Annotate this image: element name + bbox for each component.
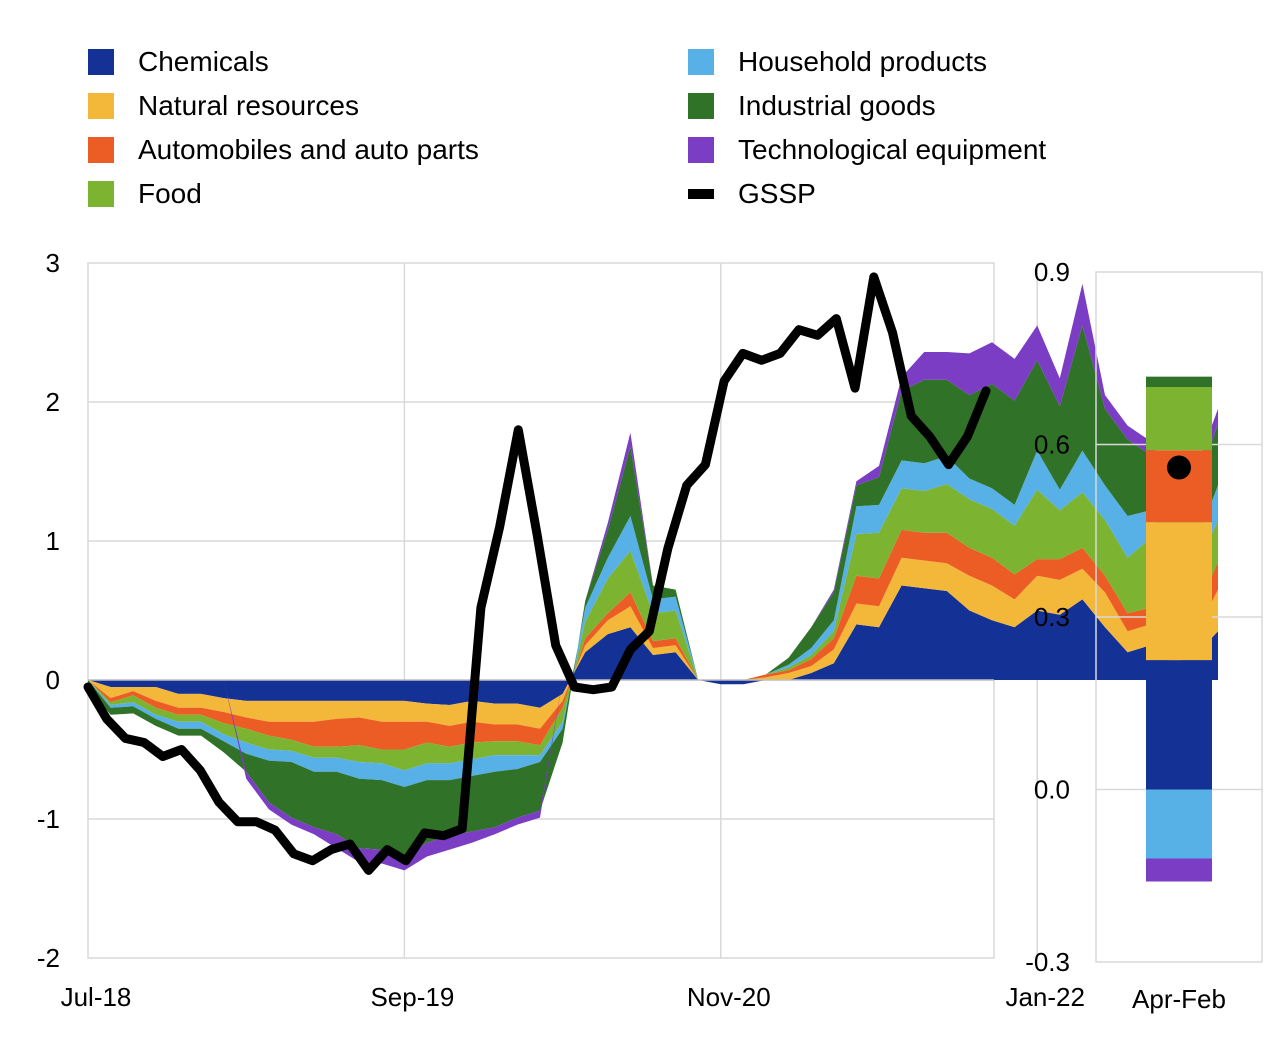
legend-item-automobiles: Automobiles and auto parts <box>88 130 479 170</box>
right-y-tick-label: 0.0 <box>1034 775 1070 805</box>
legend-label: Natural resources <box>138 90 359 121</box>
gssp-line <box>83 272 991 875</box>
legend-item-food: Food <box>88 174 202 214</box>
bar-segment-natural_resources <box>1146 522 1212 661</box>
legend-item-natural_resources: Natural resources <box>88 86 359 126</box>
bar-segment-industrial <box>1146 376 1212 387</box>
legend-label: Chemicals <box>138 46 269 77</box>
legend-label: Technological equipment <box>738 134 1047 165</box>
gssp-total-dot <box>1167 455 1191 480</box>
left-y-tick-label: -2 <box>37 943 60 973</box>
legend-swatch-technological <box>688 137 714 163</box>
bar-segment-technological <box>1146 858 1212 882</box>
right-y-tick-label: 0.3 <box>1034 602 1070 632</box>
right-y-tick-label: 0.6 <box>1034 430 1070 460</box>
bar-segment-food <box>1146 387 1212 451</box>
right-y-tick-label: -0.3 <box>1025 947 1070 977</box>
legend-swatch-natural_resources <box>88 93 114 119</box>
right-x-category-label: Apr-Feb <box>1132 984 1226 1014</box>
legend-item-technological: Technological equipment <box>688 130 1046 170</box>
left-x-tick-label: Sep-19 <box>370 982 454 1012</box>
legend-item-chemicals: Chemicals <box>88 42 269 82</box>
legend-swatch-gssp <box>688 189 714 199</box>
legend-swatch-food <box>88 181 114 207</box>
legend-item-household: Household products <box>688 42 987 82</box>
legend-swatch-chemicals <box>88 49 114 75</box>
bar-segment-chemicals <box>1146 660 1212 790</box>
left-y-tick-label: 3 <box>46 248 60 278</box>
left-y-tick-label: 0 <box>46 665 60 695</box>
left-x-tick-label: Nov-20 <box>687 982 771 1012</box>
legend-label: GSSP <box>738 178 816 209</box>
chart-legend: Chemicals Natural resources Automobiles an… <box>88 42 1088 222</box>
area-chemicals <box>88 585 1218 708</box>
legend-item-industrial: Industrial goods <box>688 86 936 126</box>
left-y-tick-label: -1 <box>37 804 60 834</box>
legend-swatch-automobiles <box>88 137 114 163</box>
area-industrial <box>88 325 1218 857</box>
right-y-tick-label: 0.9 <box>1034 257 1070 287</box>
left-x-tick-label: Jul-18 <box>61 982 132 1012</box>
left-y-tick-label: 1 <box>46 526 60 556</box>
legend-swatch-household <box>688 49 714 75</box>
bar-segment-household <box>1146 789 1212 859</box>
legend-swatch-industrial <box>688 93 714 119</box>
legend-label: Food <box>138 178 202 209</box>
left-y-tick-label: 2 <box>46 387 60 417</box>
legend-label: Household products <box>738 46 988 77</box>
left-x-tick-label: Jan-22 <box>1005 982 1085 1012</box>
legend-label: Automobiles and auto parts <box>138 134 479 165</box>
legend-label: Industrial goods <box>738 90 936 121</box>
legend-item-gssp: GSSP <box>688 174 816 214</box>
